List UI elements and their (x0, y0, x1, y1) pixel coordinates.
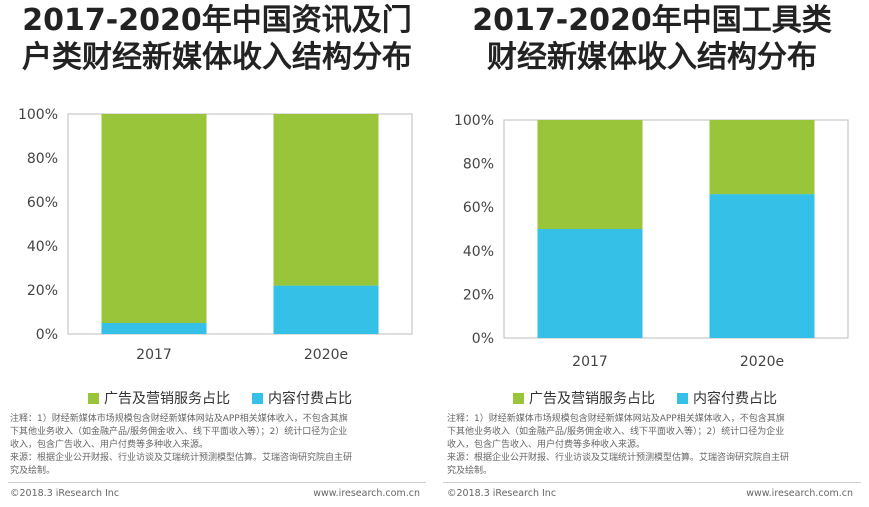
chart-title-line: 2017-2020年中国工具类 (472, 3, 832, 38)
footer-divider (8, 482, 426, 483)
chart-title-line: 户类财经新媒体收入结构分布 (22, 40, 412, 75)
plot-area-frame (503, 119, 849, 339)
y-tick-label: 20% (463, 287, 494, 303)
footer-website-link[interactable]: www.iresearch.com.cn (746, 488, 853, 499)
legend-label-ads: 广告及营销服务占比 (529, 391, 655, 407)
y-tick-label: 20% (27, 283, 58, 299)
note-line: 注释：1）财经新媒体市场规模包含财经新媒体网站及APP相关媒体收入，不包含其旗 (447, 414, 785, 424)
legend-swatch-ads (88, 392, 99, 404)
note-line: 究及绘制。 (10, 466, 56, 476)
y-tick-label: 60% (27, 195, 58, 211)
chart-title-line: 财经新媒体收入结构分布 (487, 40, 817, 75)
note-line: 来源：根据企业公开财报、行业访谈及艾瑞统计预测模型估算。艾瑞咨询研究院自主研 (447, 453, 790, 463)
x-category-label: 2017 (136, 347, 172, 363)
y-tick-label: 40% (463, 244, 494, 260)
note-line: 下其他业务收入（如金融产品/服务佣金收入、线下平面收入等）；2）统计口径为企业 (447, 427, 785, 437)
bar-segment (273, 114, 379, 286)
note-line: 注释：1）财经新媒体市场规模包含财经新媒体网站及APP相关媒体收入，不包含其旗 (10, 414, 348, 424)
y-tick-label: 100% (18, 107, 58, 123)
note-line: 收入，包含广告收入、用户付费等多种收入来源。 (10, 440, 209, 450)
bar-segment (101, 114, 207, 323)
chart-title: 2017-2020年中国资讯及门 户类财经新媒体收入结构分布 (0, 2, 434, 76)
note-line: 收入，包含广告收入、用户付费等多种收入来源。 (447, 440, 646, 450)
chart-title-line: 2017-2020年中国资讯及门 (22, 3, 412, 38)
chart-title: 2017-2020年中国工具类 财经新媒体收入结构分布 (435, 2, 869, 76)
y-tick-label: 100% (454, 113, 494, 129)
chart-notes: 注释：1）财经新媒体市场规模包含财经新媒体网站及APP相关媒体收入，不包含其旗 … (447, 413, 789, 478)
note-line: 究及绘制。 (447, 466, 493, 476)
legend-item-ads: 广告及营销服务占比 (513, 388, 655, 408)
footer-website-link[interactable]: www.iresearch.com.cn (313, 488, 420, 499)
footer-copyright: ©2018.3 iResearch Inc (447, 488, 557, 499)
legend-item-paid-content: 内容付费占比 (677, 388, 777, 408)
stacked-bar-chart: 0% 20% 40% 60% 80% 100% 2017 2020e (454, 113, 849, 370)
bar-segment (537, 229, 643, 338)
legend-label-paid-content: 内容付费占比 (693, 391, 777, 407)
y-tick-label: 60% (463, 200, 494, 216)
y-tick-label: 80% (463, 157, 494, 173)
chart-panel-news-portal: 2017-2020年中国资讯及门 户类财经新媒体收入结构分布 0% 20% 40% 6… (0, 0, 434, 507)
y-tick-label: 0% (36, 327, 58, 343)
y-tick-label: 80% (27, 151, 58, 167)
plot-area-frame (67, 113, 413, 335)
legend-item-paid-content: 内容付费占比 (252, 388, 352, 408)
legend-swatch-paid-content (677, 392, 688, 404)
x-category-label: 2020e (740, 354, 784, 370)
legend-swatch-paid-content (252, 392, 263, 404)
legend-swatch-ads (513, 392, 524, 404)
y-tick-label: 40% (27, 239, 58, 255)
chart-notes: 注释：1）财经新媒体市场规模包含财经新媒体网站及APP相关媒体收入，不包含其旗 … (10, 413, 352, 478)
y-tick-label: 0% (472, 331, 494, 347)
x-category-label: 2020e (304, 347, 348, 363)
chart-panel-tool-apps: 2017-2020年中国工具类 财经新媒体收入结构分布 0% 20% 40% 60% 8… (435, 0, 869, 507)
x-category-label: 2017 (572, 354, 608, 370)
chart-legend: 广告及营销服务占比 内容付费占比 (88, 388, 374, 408)
bar-segment (709, 194, 815, 338)
legend-item-ads: 广告及营销服务占比 (88, 388, 230, 408)
footer-divider (443, 482, 861, 483)
bar-segment (537, 120, 643, 229)
bar-segment (709, 120, 815, 195)
footer-copyright: ©2018.3 iResearch Inc (10, 488, 120, 499)
legend-label-ads: 广告及营销服务占比 (104, 391, 230, 407)
bar-segment (273, 285, 379, 334)
chart-legend: 广告及营销服务占比 内容付费占比 (513, 388, 799, 408)
note-line: 下其他业务收入（如金融产品/服务佣金收入、线下平面收入等）；2）统计口径为企业 (10, 427, 348, 437)
bar-segment (101, 323, 207, 334)
legend-label-paid-content: 内容付费占比 (268, 391, 352, 407)
stacked-bar-chart: 0% 20% 40% 60% 80% 100% 2017 2020e (18, 107, 413, 363)
note-line: 来源：根据企业公开财报、行业访谈及艾瑞统计预测模型估算。艾瑞咨询研究院自主研 (10, 453, 353, 463)
